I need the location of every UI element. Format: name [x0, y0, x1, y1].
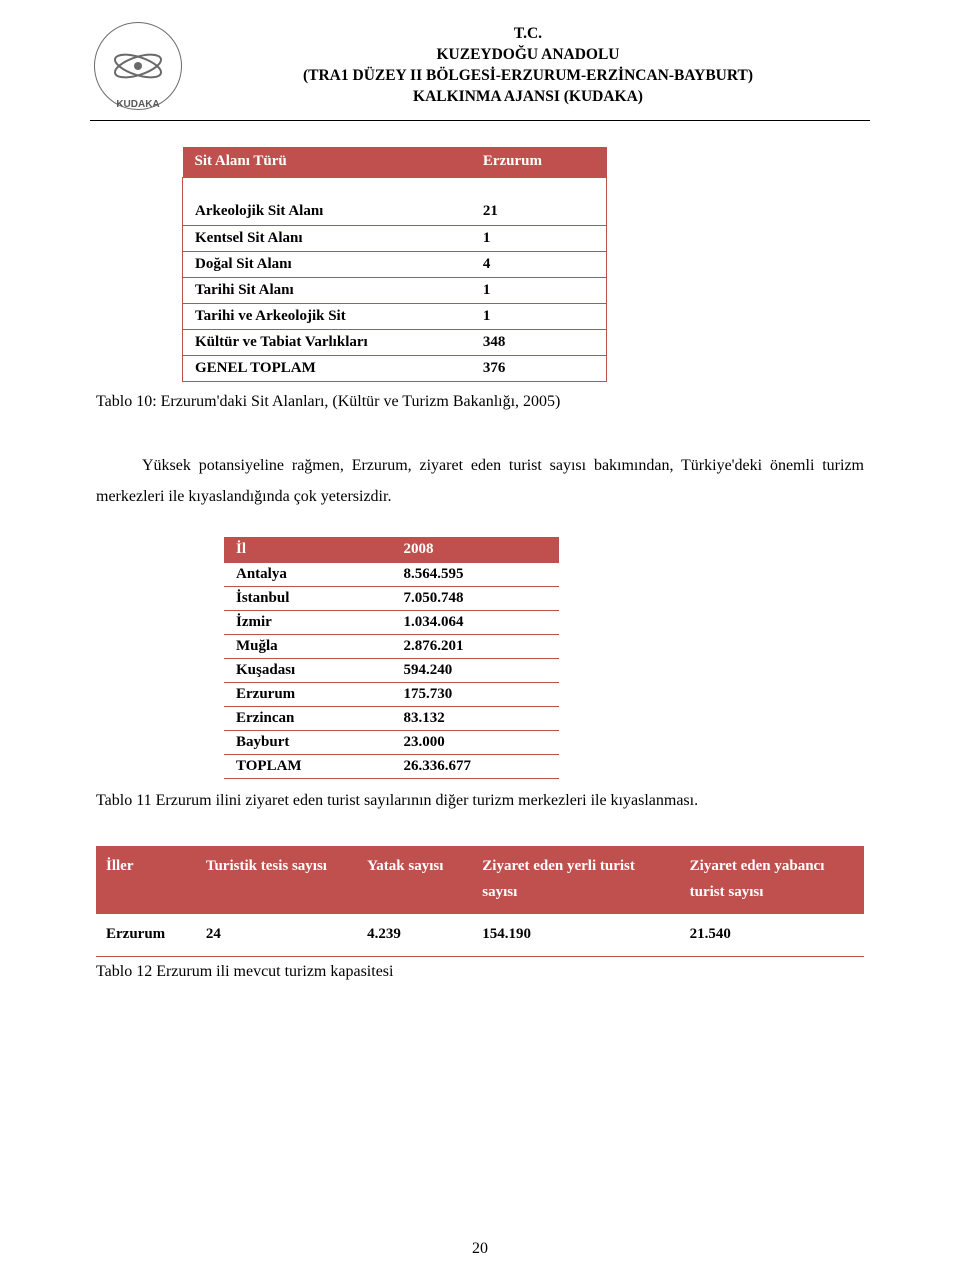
- table2-cell: 594.240: [392, 659, 560, 683]
- table1-cell: 348: [471, 329, 607, 355]
- table1-cell: Arkeolojik Sit Alanı: [183, 199, 471, 225]
- table2-cell: 83.132: [392, 707, 560, 731]
- table1-cell: 376: [471, 355, 607, 381]
- header-line-2: KUZEYDOĞU ANADOLU: [186, 45, 870, 66]
- table3-caption: Tablo 12 Erzurum ili mevcut turizm kapas…: [96, 963, 864, 981]
- logo-label: KUDAKA: [116, 99, 159, 110]
- table-turist-sayisi: İl 2008 Antalya8.564.595 İstanbul7.050.7…: [224, 537, 864, 780]
- header-titles: T.C. KUZEYDOĞU ANADOLU (TRA1 DÜZEY II BÖ…: [186, 18, 870, 108]
- table3-head: Ziyaret eden yabancı turist sayısı: [680, 846, 864, 914]
- table2-cell: 175.730: [392, 683, 560, 707]
- table3-head: Yatak sayısı: [357, 846, 472, 914]
- header-line-3: (TRA1 DÜZEY II BÖLGESİ-ERZURUM-ERZİNCAN-…: [186, 66, 870, 87]
- table1-caption: Tablo 10: Erzurum'daki Sit Alanları, (Kü…: [96, 390, 864, 415]
- table1-cell: 21: [471, 199, 607, 225]
- header-line-1: T.C.: [186, 24, 870, 45]
- table2-cell: 26.336.677: [392, 755, 560, 779]
- table1-cell: Tarihi ve Arkeolojik Sit: [183, 303, 471, 329]
- table1-cell: 1: [471, 277, 607, 303]
- table-sit-alani: Sit Alanı Türü Erzurum Arkeolojik Sit Al…: [182, 147, 864, 382]
- table3-cell: 21.540: [680, 914, 864, 957]
- header-line-4: KALKINMA AJANSI (KUDAKA): [186, 87, 870, 108]
- table2-cell: Erzurum: [224, 683, 392, 707]
- table1-cell: Tarihi Sit Alanı: [183, 277, 471, 303]
- table2-caption: Tablo 11 Erzurum ilini ziyaret eden turi…: [96, 785, 864, 816]
- table2-cell: Bayburt: [224, 731, 392, 755]
- table2-head-left: İl: [224, 537, 392, 563]
- table-kapasite: İller Turistik tesis sayısı Yatak sayısı…: [96, 846, 864, 957]
- table1-cell: 1: [471, 225, 607, 251]
- table1-head-left: Sit Alanı Türü: [183, 147, 471, 177]
- table3-cell: 154.190: [472, 914, 679, 957]
- table1-cell: Kentsel Sit Alanı: [183, 225, 471, 251]
- logo-circle-icon: [94, 22, 182, 110]
- table2-cell: TOPLAM: [224, 755, 392, 779]
- table1-cell: Doğal Sit Alanı: [183, 251, 471, 277]
- table2-cell: 2.876.201: [392, 635, 560, 659]
- table3-head: Ziyaret eden yerli turist sayısı: [472, 846, 679, 914]
- page-header: KUDAKA T.C. KUZEYDOĞU ANADOLU (TRA1 DÜZE…: [90, 18, 870, 121]
- table2-cell: 8.564.595: [392, 563, 560, 587]
- table3-cell: 4.239: [357, 914, 472, 957]
- table2-cell: Erzincan: [224, 707, 392, 731]
- table3-head: İller: [96, 846, 196, 914]
- table1-cell: 4: [471, 251, 607, 277]
- table2-cell: Antalya: [224, 563, 392, 587]
- agency-logo: KUDAKA: [90, 18, 186, 114]
- table2-cell: 7.050.748: [392, 587, 560, 611]
- table2-cell: Muğla: [224, 635, 392, 659]
- logo-swoosh-icon: [111, 46, 165, 86]
- table2-cell: 23.000: [392, 731, 560, 755]
- table2-cell: 1.034.064: [392, 611, 560, 635]
- table2-head-right: 2008: [392, 537, 560, 563]
- table1-head-right: Erzurum: [471, 147, 607, 177]
- table3-head: Turistik tesis sayısı: [196, 846, 357, 914]
- table1-cell: Kültür ve Tabiat Varlıkları: [183, 329, 471, 355]
- table1-cell: GENEL TOPLAM: [183, 355, 471, 381]
- table1-cell: 1: [471, 303, 607, 329]
- table2-cell: Kuşadası: [224, 659, 392, 683]
- table3-cell: Erzurum: [96, 914, 196, 957]
- page-number: 20: [0, 1240, 960, 1258]
- paragraph-1: Yüksek potansiyeline rağmen, Erzurum, zi…: [96, 450, 864, 512]
- table2-cell: İstanbul: [224, 587, 392, 611]
- table1-spacer: [183, 177, 607, 199]
- table2-cell: İzmir: [224, 611, 392, 635]
- table3-cell: 24: [196, 914, 357, 957]
